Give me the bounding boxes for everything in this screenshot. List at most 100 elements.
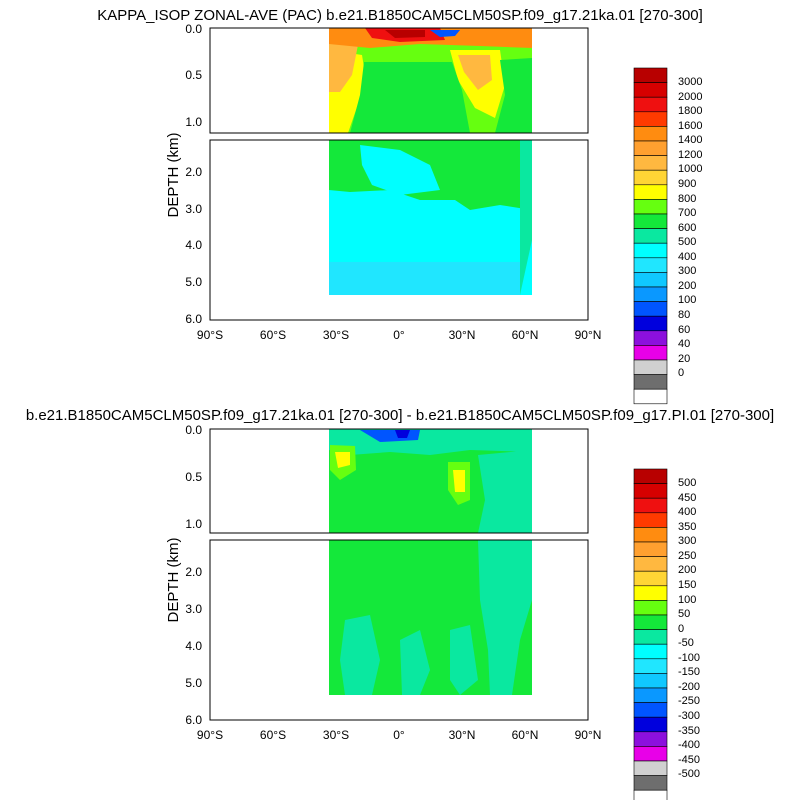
p2-cb-label-5: 250 [678, 550, 696, 562]
p2-xtick-4: 30°N [449, 728, 476, 742]
p1-lower-deep-blue [329, 262, 520, 295]
p2-lower-frame [209, 539, 589, 721]
p2-xtick-2: 30°S [323, 728, 349, 742]
p2-ytick-upper-2: 1.0 [185, 517, 202, 531]
p1-colorbar-swatch-6 [633, 155, 668, 171]
p1-colorbar-swatch-22 [633, 388, 668, 405]
p1-colorbar-swatch-21 [633, 374, 668, 390]
p2-colorbar-swatch-12 [633, 643, 668, 660]
p1-cb-label-6: 1000 [678, 163, 702, 175]
p1-ytick-upper-0: 0.0 [185, 22, 202, 36]
panel-1-title: KAPPA_ISOP ZONAL-AVE (PAC) b.e21.B1850CA… [97, 7, 703, 24]
p1-cb-label-0: 3000 [678, 76, 702, 88]
p1-ytick-lower-0: 2.0 [185, 165, 202, 179]
p1-xtick-6: 90°N [575, 328, 602, 342]
p1-colorbar-swatch-20 [633, 359, 668, 375]
p1-cb-label-7: 900 [678, 178, 696, 190]
p2-colorbar-swatch-13 [633, 658, 668, 674]
p1-colorbar-swatch-11 [633, 228, 668, 244]
p1-colorbar-swatch-5 [633, 140, 668, 156]
p2-xtick-5: 60°N [512, 728, 539, 742]
panel-2-ylabel: DEPTH (km) [165, 538, 182, 623]
p1-ytick-lower-2: 4.0 [185, 238, 202, 252]
p2-cb-label-17: -350 [678, 725, 700, 737]
p1-colorbar-swatch-10 [633, 213, 668, 229]
p1-xtick-4: 30°N [449, 328, 476, 342]
p2-cb-label-1: 450 [678, 492, 696, 504]
p2-ytick-lower-4: 6.0 [185, 713, 202, 727]
p2-colorbar-swatch-19 [633, 746, 668, 762]
p2-colorbar-swatch-18 [633, 731, 668, 747]
panel-2-yticks-lower: 2.0 3.0 4.0 5.0 6.0 [185, 565, 202, 727]
p1-colorbar-swatch-13 [633, 257, 668, 273]
p2-ytick-lower-2: 4.0 [185, 639, 202, 653]
p1-cb-label-9: 700 [678, 207, 696, 219]
p2-colorbar-swatch-21 [633, 775, 668, 791]
p2-cb-label-11: -50 [678, 637, 694, 649]
p1-cb-label-16: 80 [678, 309, 690, 321]
panel-1-yticks-lower: 2.0 3.0 4.0 5.0 6.0 [185, 165, 202, 326]
p1-cb-label-15: 100 [678, 294, 696, 306]
p1-colorbar-swatch-9 [633, 199, 668, 215]
p2-colorbar-swatch-17 [633, 716, 668, 733]
p2-cb-label-2: 400 [678, 506, 696, 518]
panel-1-colorbar: 3000 2000 1800 1600 1400 1200 1000 900 8… [633, 67, 702, 405]
p1-xtick-5: 60°N [512, 328, 539, 342]
panel-2-xticks: 90°S 60°S 30°S 0° 30°N 60°N 90°N [197, 728, 601, 742]
p2-cb-label-14: -200 [678, 681, 700, 693]
p2-colorbar-swatch-4 [633, 527, 668, 543]
p2-colorbar-swatch-6 [633, 556, 668, 572]
p1-ytick-lower-4: 6.0 [185, 312, 202, 326]
p1-colorbar-swatch-17 [633, 315, 668, 332]
p2-lower-deep-cyan-mid2 [450, 625, 478, 695]
p1-colorbar-swatch-3 [633, 111, 668, 127]
p2-ytick-upper-1: 0.5 [185, 470, 202, 484]
p2-lower-deep-cyan-mid [400, 630, 430, 695]
p1-ytick-upper-1: 0.5 [185, 68, 202, 82]
p2-cb-label-16: -300 [678, 710, 700, 722]
p1-cb-label-8: 800 [678, 193, 696, 205]
p1-colorbar-swatch-0 [633, 67, 668, 83]
p2-right-cyan [478, 450, 532, 533]
p2-colorbar-swatch-11 [633, 629, 668, 645]
p1-cb-label-13: 300 [678, 265, 696, 277]
p1-surface-blue [430, 30, 460, 37]
p1-left-orange [329, 40, 358, 92]
p1-colorbar-swatch-2 [633, 96, 668, 113]
p1-surface-darkred [385, 30, 425, 38]
p2-cb-label-6: 200 [678, 564, 696, 576]
p1-cb-label-18: 40 [678, 338, 690, 350]
p2-cb-label-4: 300 [678, 535, 696, 547]
p2-xtick-3: 0° [393, 728, 405, 742]
p1-cb-label-17: 60 [678, 324, 690, 336]
p2-cb-label-18: -400 [678, 739, 700, 751]
p2-lower-deep-cyan-left [340, 615, 380, 695]
panel-1: KAPPA_ISOP ZONAL-AVE (PAC) b.e21.B1850CA… [97, 7, 703, 405]
p1-lower-bottom-band [329, 290, 512, 295]
p1-cb-label-12: 400 [678, 251, 696, 263]
p1-xtick-2: 30°S [323, 328, 349, 342]
p2-left-yellow [335, 452, 350, 468]
p2-colorbar-swatch-0 [633, 468, 668, 484]
panel-1-ylabel: DEPTH (km) [165, 133, 182, 218]
p2-cb-label-20: -500 [678, 768, 700, 780]
p2-ytick-lower-3: 5.0 [185, 676, 202, 690]
p2-xtick-6: 90°N [575, 728, 602, 742]
p1-colorbar-swatch-8 [633, 184, 668, 200]
p2-ytick-upper-0: 0.0 [185, 423, 202, 437]
p1-cb-label-3: 1600 [678, 120, 702, 132]
p1-lower-cyan-plume [360, 145, 440, 195]
p1-colorbar-swatch-19 [633, 345, 668, 361]
p1-colorbar-swatch-1 [633, 82, 668, 98]
p1-colorbar-labels: 3000 2000 1800 1600 1400 1200 1000 900 8… [678, 76, 702, 379]
panel-2-colorbar: 500 450 400 350 300 250 200 150 100 50 0… [633, 468, 700, 800]
p2-colorbar-swatch-20 [633, 760, 668, 776]
p2-surface-darkblue [395, 430, 410, 438]
p1-cb-label-5: 1200 [678, 149, 702, 161]
p2-colorbar-swatch-3 [633, 512, 668, 528]
p2-xtick-1: 60°S [260, 728, 286, 742]
panel-2-title: b.e21.B1850CAM5CLM50SP.f09_g17.21ka.01 [… [26, 407, 774, 424]
p1-xtick-0: 90°S [197, 328, 223, 342]
p2-cb-label-13: -150 [678, 666, 700, 678]
p2-colorbar-swatch-22 [633, 789, 668, 800]
